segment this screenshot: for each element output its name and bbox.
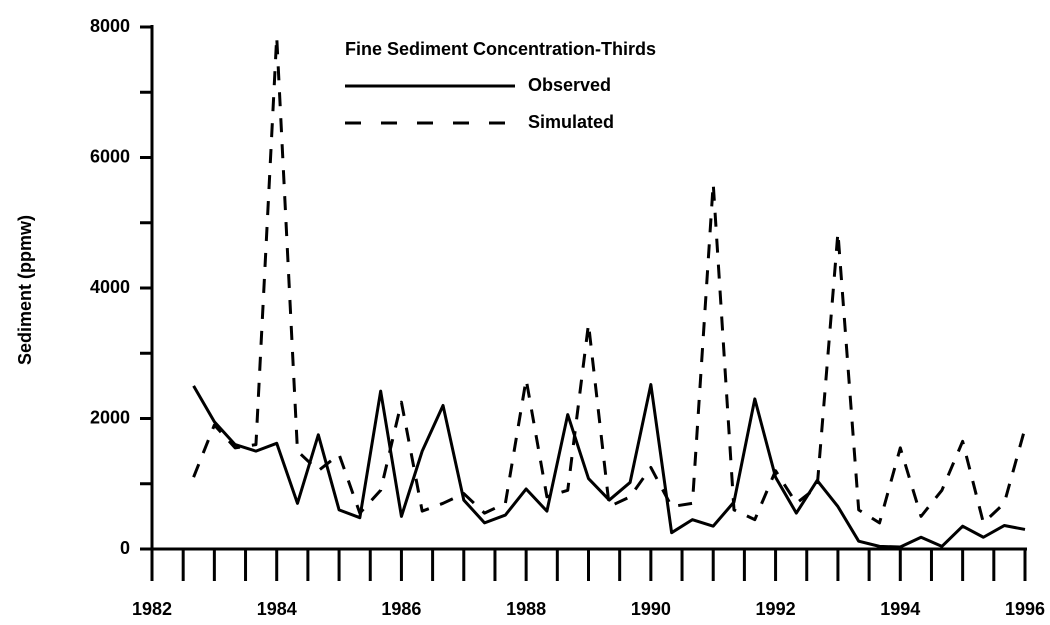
y-tick-label: 8000	[90, 16, 130, 36]
legend-title: Fine Sediment Concentration-Thirds	[345, 39, 656, 59]
x-tick-label: 1982	[132, 599, 172, 619]
x-tick-label: 1994	[880, 599, 920, 619]
y-tick-label: 4000	[90, 277, 130, 297]
x-tick-label: 1996	[1005, 599, 1045, 619]
x-tick-label: 1988	[506, 599, 546, 619]
y-tick-label: 2000	[90, 407, 130, 427]
x-tick-label: 1984	[257, 599, 297, 619]
y-tick-label: 0	[120, 538, 130, 558]
legend-label: Observed	[528, 75, 611, 95]
x-tick-label: 1992	[756, 599, 796, 619]
legend-label: Simulated	[528, 112, 614, 132]
y-tick-label: 6000	[90, 146, 130, 166]
x-tick-label: 1990	[631, 599, 671, 619]
y-axis-label: Sediment (ppmw)	[15, 215, 35, 365]
x-tick-label: 1986	[381, 599, 421, 619]
series-line	[192, 35, 1027, 525]
series-line	[192, 383, 1026, 549]
